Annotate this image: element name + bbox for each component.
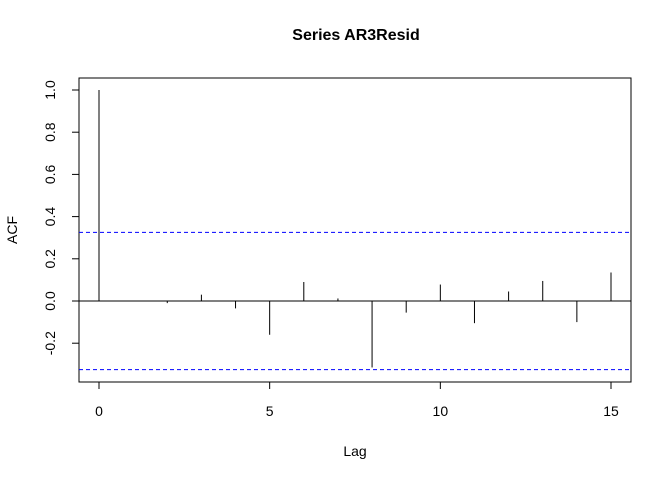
y-tick-label: 0.8 [42, 122, 58, 142]
x-tick-label: 5 [266, 403, 274, 419]
x-tick-label: 0 [95, 403, 103, 419]
y-tick-label: 0.6 [42, 164, 58, 184]
y-axis-label: ACF [4, 216, 20, 244]
confidence-bands [79, 231, 631, 371]
x-tick-label: 15 [603, 403, 619, 419]
y-tick-label: 0.2 [42, 249, 58, 269]
y-tick-label: 0.4 [42, 207, 58, 227]
acf-bars [98, 90, 612, 368]
y-tick-label: -0.2 [42, 331, 58, 355]
plot-frame [78, 77, 632, 383]
x-tick-label: 10 [433, 403, 449, 419]
chart-title: Series AR3Resid [292, 27, 419, 44]
y-axis: -0.2 0.0 0.2 0.4 0.6 0.8 1.0 [42, 80, 80, 355]
y-tick-label: 1.0 [42, 80, 58, 100]
y-tick-label: 0.0 [42, 291, 58, 311]
x-axis: 0 5 10 15 [95, 381, 619, 419]
x-axis-label: Lag [343, 443, 366, 459]
